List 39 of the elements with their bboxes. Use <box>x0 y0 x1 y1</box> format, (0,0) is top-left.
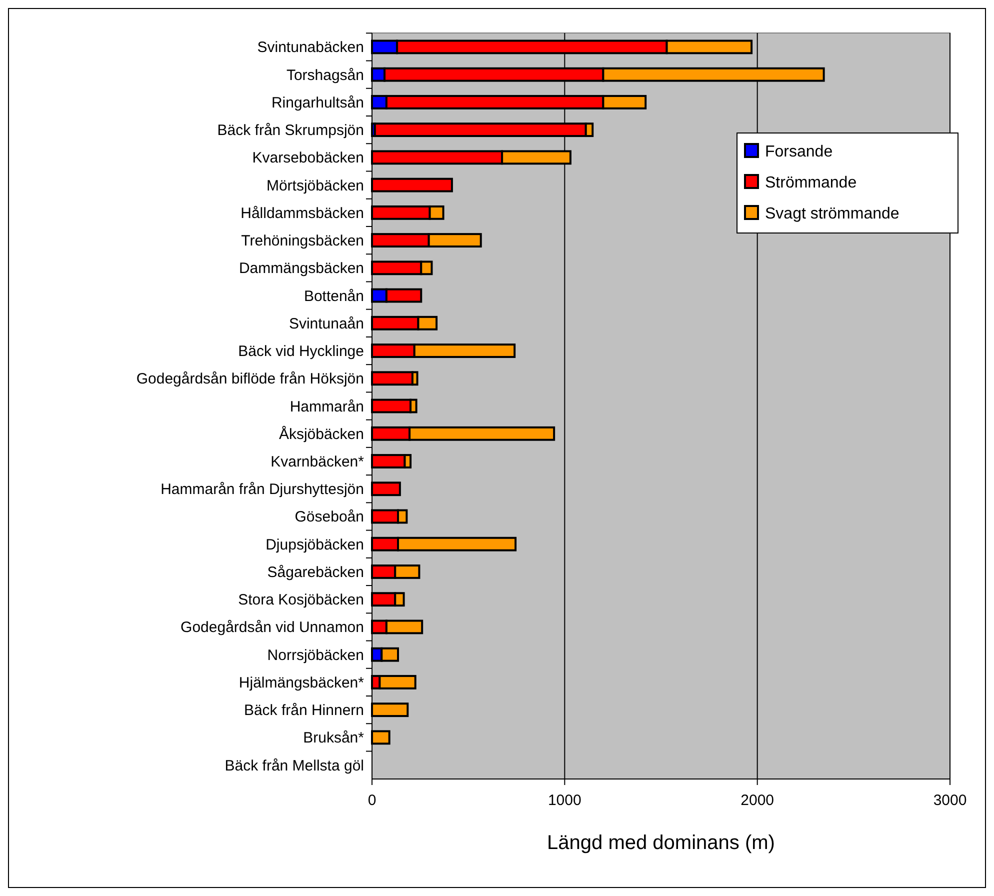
y-tick-label: Kvarsebobäcken <box>252 150 364 167</box>
y-tick-label: Dammängsbäcken <box>238 260 364 278</box>
legend-label: Svagt strömmande <box>765 206 900 223</box>
y-tick-label: Torshagsån <box>286 66 364 84</box>
y-tick-label: Norrsjöbäcken <box>267 646 364 664</box>
y-tick-label: Kvarnbäcken* <box>270 453 364 470</box>
legend-label: Strömmande <box>765 174 857 192</box>
y-tick-label: Bruksån* <box>303 730 364 747</box>
x-tick-label: 0 <box>368 792 376 809</box>
legend-label: Forsande <box>765 144 833 161</box>
y-tick-label: Göseboån <box>294 508 364 526</box>
y-tick-label: Trehöningsbäcken <box>241 232 364 250</box>
y-tick-label: Sågarebäcken <box>267 564 364 581</box>
y-tick-label: Hjälmängsbäcken* <box>238 674 364 692</box>
bar <box>371 730 390 745</box>
x-axis-title: Längd med dominans (m) <box>547 832 775 854</box>
y-tick-label: Hammarån <box>290 398 364 416</box>
y-tick-label: Svintunaån <box>288 315 364 332</box>
bar <box>371 178 453 192</box>
y-tick-label: Bäck vid Hycklinge <box>238 343 364 360</box>
y-tick-label: Bäck från Skrumpsjön <box>217 122 364 140</box>
x-tick-label: 1000 <box>548 792 582 809</box>
y-tick-label: Bottenån <box>304 288 364 305</box>
bar <box>371 482 401 496</box>
y-tick-label: Bäck från Mellsta göl <box>224 757 364 774</box>
y-tick-label: Godegårdsån vid Unnamon <box>180 619 364 636</box>
y-tick-label: Ringarhultsån <box>271 94 364 112</box>
y-tick-label: Godegårdsån biflöde från Höksjön <box>136 370 364 388</box>
y-tick-label: Svintunabäcken <box>257 39 364 56</box>
y-tick-label: Hammarån från Djurshyttesjön <box>160 481 364 498</box>
y-tick-label: Mörtsjöbäcken <box>266 177 364 194</box>
y-tick-label: Bäck från Hinnern <box>244 702 364 720</box>
y-tick-label: Åksjöbäcken <box>278 424 364 443</box>
y-tick-label: Djupsjöbäcken <box>266 536 364 554</box>
bar <box>371 702 409 718</box>
y-tick-label: Stora Kosjöbäcken <box>238 592 364 609</box>
x-tick-label: 2000 <box>740 792 774 809</box>
x-tick-label: 3000 <box>933 792 967 809</box>
y-tick-label: Hålldammsbäcken <box>240 204 364 222</box>
